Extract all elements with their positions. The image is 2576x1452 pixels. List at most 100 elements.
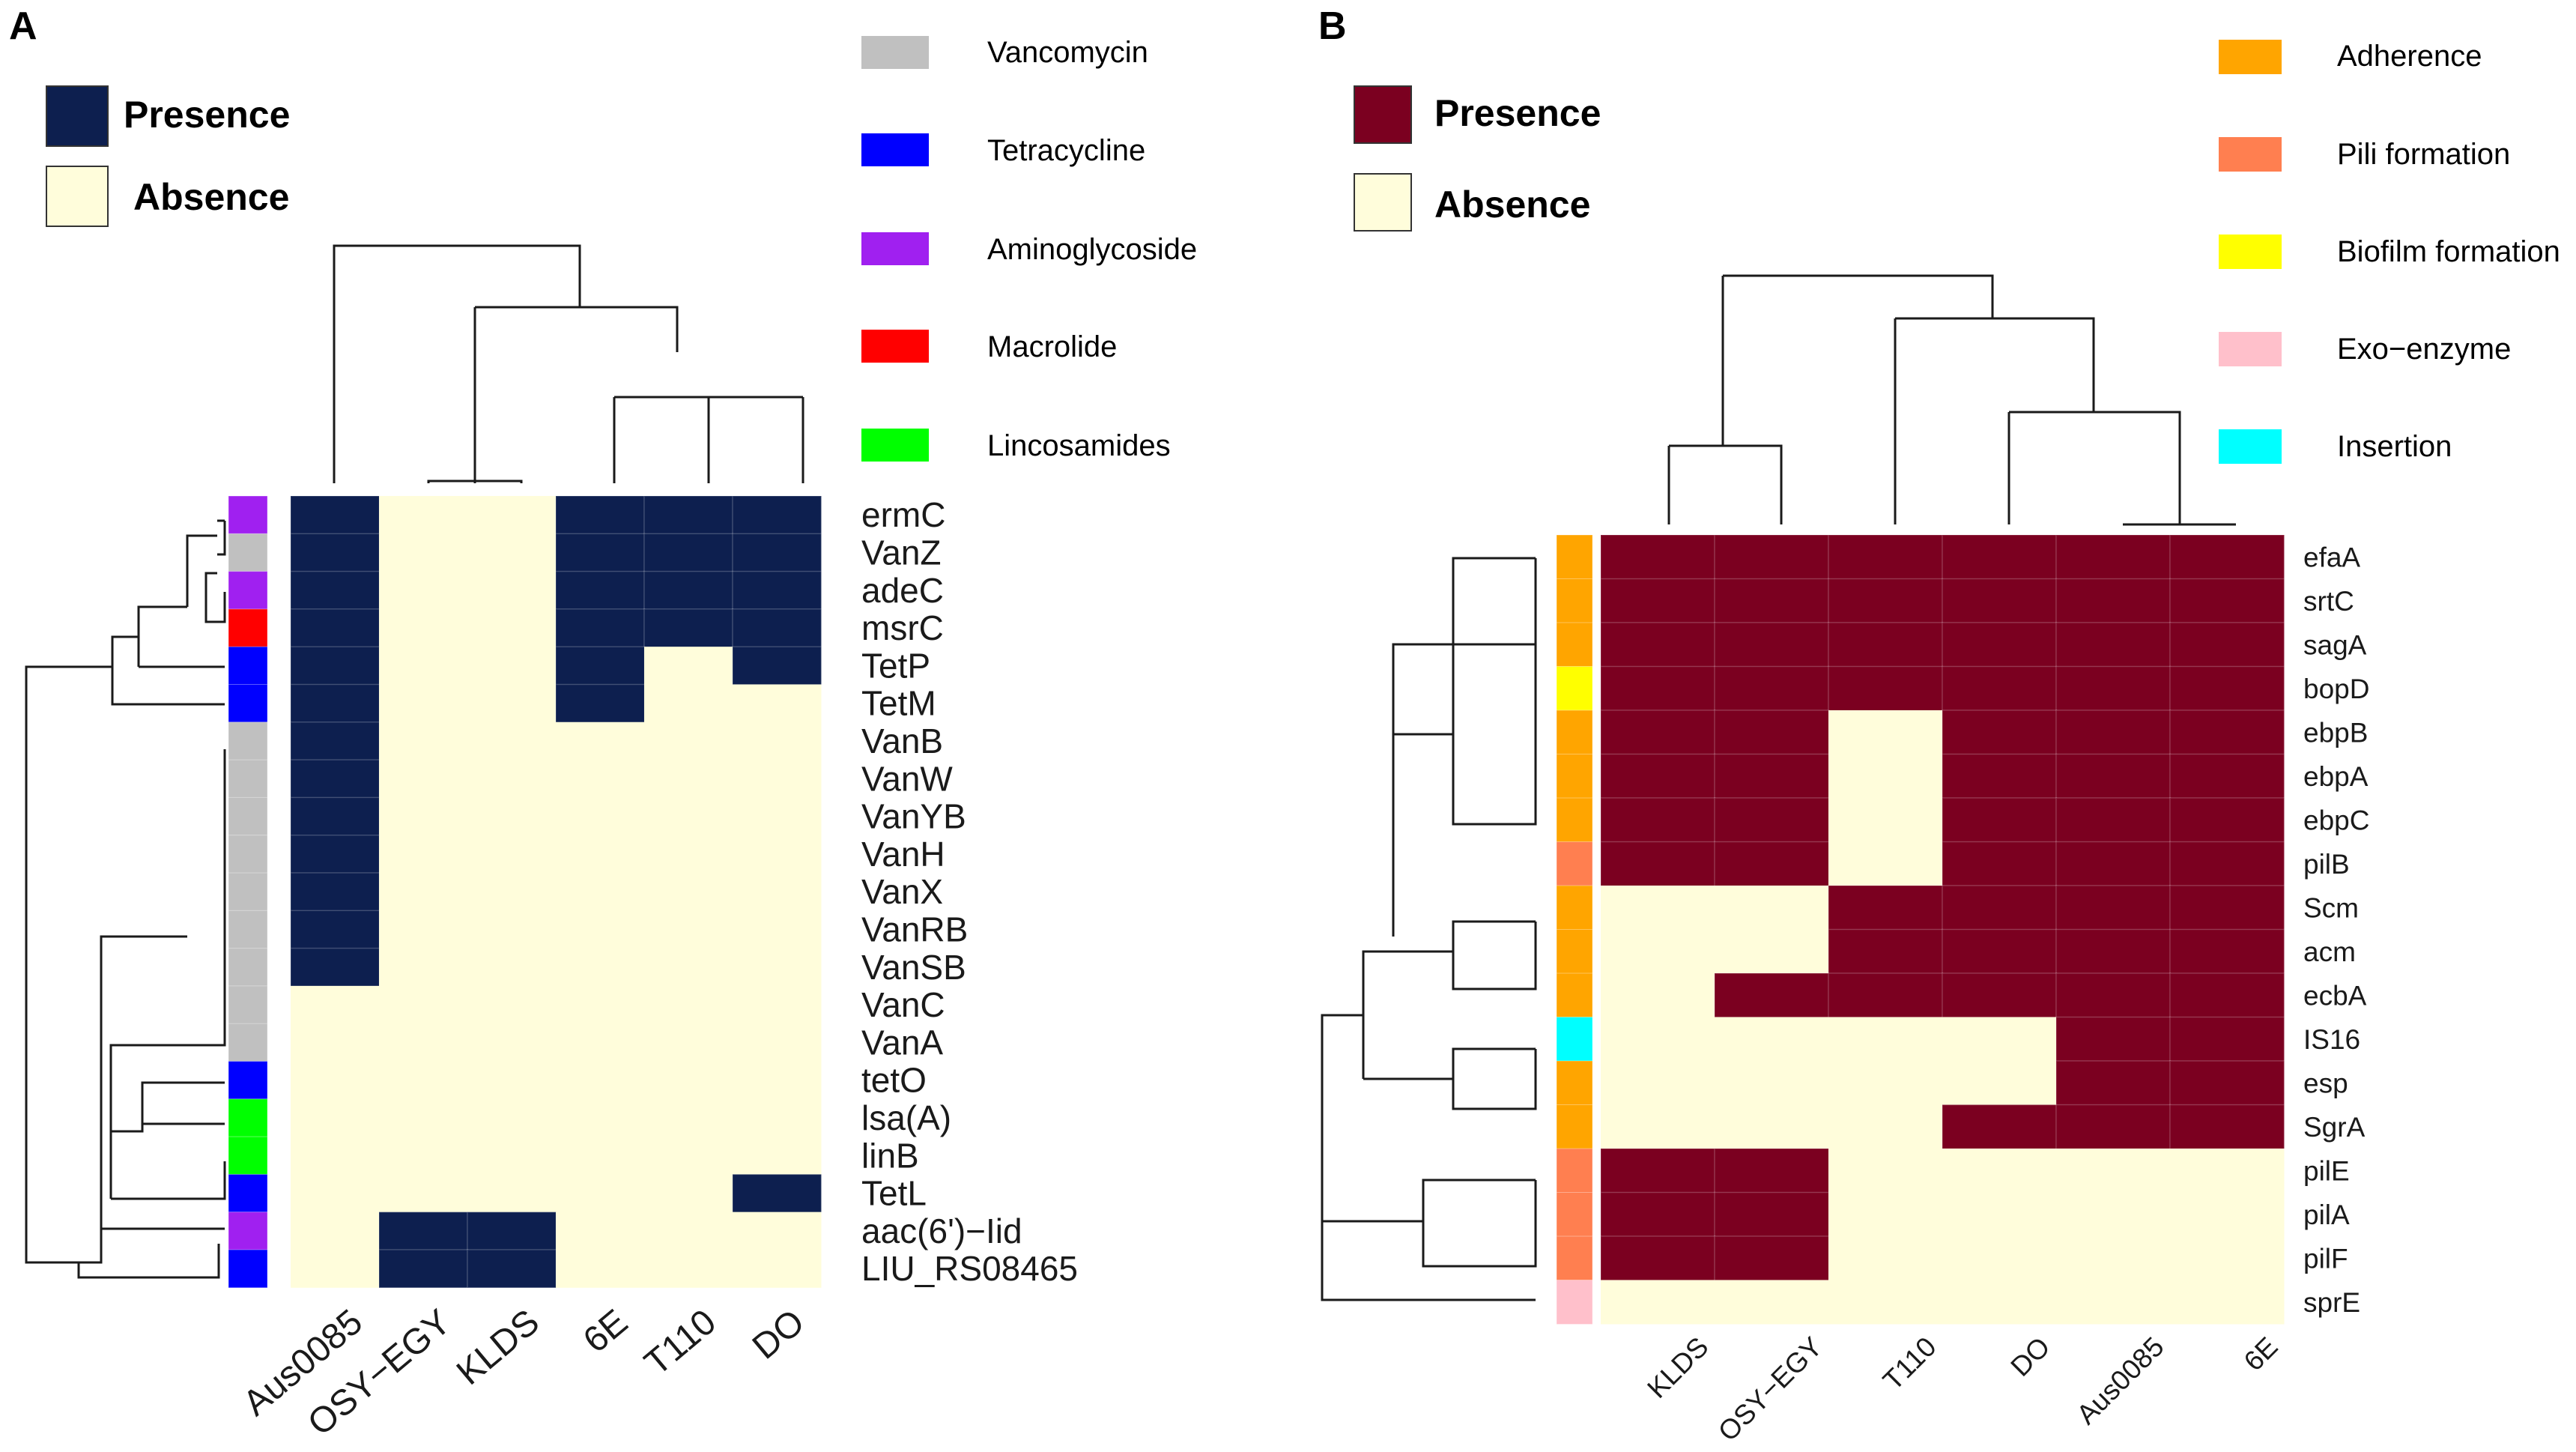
heatmap-cell	[379, 985, 468, 1024]
heatmap-cell	[467, 1023, 557, 1062]
heatmap-cell	[291, 1023, 380, 1062]
heatmap-cell	[2056, 1149, 2171, 1193]
heatmap-cell	[1714, 710, 1830, 755]
heatmap-cell	[733, 1250, 822, 1288]
heatmap-cell	[643, 570, 734, 611]
annotation-strip-cell	[1556, 578, 1593, 623]
row-label-vanz: VanZ	[861, 533, 942, 572]
legend-swatch-exo-enzyme	[2219, 332, 2282, 366]
heatmap-cell	[1600, 797, 1716, 843]
heatmap-cell	[1600, 753, 1716, 799]
heatmap-cell	[1828, 798, 1943, 842]
heatmap-cell	[1715, 1280, 1829, 1325]
row-label-vansb: VanSB	[861, 948, 966, 987]
heatmap-cell	[644, 1174, 733, 1213]
heatmap-cell	[467, 1211, 557, 1251]
panel-a-row-dendrogram	[25, 519, 226, 1279]
heatmap-cell	[2169, 753, 2285, 799]
heatmap-cell	[379, 533, 468, 572]
heatmap-cell	[379, 948, 468, 987]
row-label-vana: VanA	[861, 1023, 943, 1062]
heatmap-cell	[2169, 841, 2285, 887]
legend-swatch-adherence	[2219, 40, 2282, 74]
annotation-strip-cell	[1556, 929, 1593, 974]
legend-swatch-pili-formation	[2219, 137, 2282, 172]
heatmap-cell	[644, 985, 733, 1024]
heatmap-cell	[1828, 1192, 1943, 1237]
heatmap-cell	[555, 570, 646, 611]
heatmap-cell	[467, 722, 557, 760]
heatmap-cell	[379, 1098, 468, 1137]
heatmap-cell	[379, 571, 468, 610]
heatmap-cell	[1601, 1104, 1715, 1149]
heatmap-cell	[1601, 886, 1715, 930]
heatmap-cell	[733, 1211, 822, 1250]
heatmap-cell	[1828, 665, 1944, 712]
heatmap-cell	[2055, 1104, 2172, 1150]
heatmap-cell	[467, 571, 557, 610]
annotation-strip-cell	[228, 646, 268, 686]
heatmap-cell	[556, 797, 645, 836]
heatmap-cell	[644, 1023, 733, 1062]
heatmap-cell	[1600, 622, 1716, 668]
heatmap-cell	[1601, 929, 1715, 974]
annotation-strip-cell	[1556, 1104, 1593, 1149]
panel-a-presence-swatch	[46, 85, 109, 147]
heatmap-cell	[1600, 1235, 1716, 1281]
heatmap-cell	[1828, 841, 1943, 886]
heatmap-cell	[1600, 710, 1716, 755]
heatmap-cell	[643, 608, 734, 648]
heatmap-cell	[556, 1098, 645, 1137]
heatmap-cell	[1828, 972, 1944, 1018]
heatmap-cell	[467, 647, 557, 685]
annotation-strip-cell	[228, 796, 268, 836]
annotation-strip-cell	[228, 571, 268, 610]
heatmap-cell	[555, 683, 646, 724]
heatmap-cell	[379, 835, 468, 874]
heatmap-cell	[1942, 1017, 2057, 1062]
annotation-strip-cell	[228, 684, 268, 723]
heatmap-cell	[379, 1137, 468, 1175]
row-label-vanw: VanW	[861, 759, 953, 798]
row-label-acm: acm	[2303, 937, 2356, 967]
heatmap-cell	[644, 1250, 733, 1288]
heatmap-cell	[1714, 1148, 1830, 1194]
annotation-strip-cell	[228, 948, 268, 987]
heatmap-cell	[733, 1098, 822, 1137]
annotation-strip-cell	[228, 1173, 268, 1213]
row-label-linb: linB	[861, 1136, 919, 1175]
panel-b-heatmap: efaA srtC sagA bopD ebpB ebpA ebpC pilB Scm acm ec…	[1556, 534, 2369, 1447]
heatmap-cell	[733, 985, 822, 1024]
heatmap-cell	[2055, 578, 2172, 624]
heatmap-cell	[379, 647, 468, 685]
annotation-strip-cell	[228, 1098, 268, 1138]
panel-b-letter: B	[1318, 4, 1347, 48]
heatmap-cell	[556, 948, 645, 987]
row-label-vanb: VanB	[861, 722, 943, 760]
heatmap-cell	[556, 1061, 645, 1100]
heatmap-cell	[2169, 665, 2285, 712]
heatmap-cell	[1828, 710, 1943, 754]
heatmap-cell	[733, 722, 822, 760]
heatmap-cell	[2169, 1016, 2285, 1062]
heatmap-cell	[1942, 665, 2058, 712]
heatmap-cell	[1714, 841, 1830, 887]
annotation-strip-cell	[1556, 1280, 1593, 1325]
heatmap-cell	[644, 1061, 733, 1100]
heatmap-cell	[2056, 1236, 2171, 1280]
heatmap-cell	[379, 797, 468, 836]
heatmap-cell	[379, 873, 468, 911]
row-label-srtc: srtC	[2303, 586, 2354, 617]
heatmap-cell	[1828, 578, 1944, 624]
panel-a-absence-swatch	[46, 166, 109, 227]
annotation-strip-cell	[228, 872, 268, 912]
legend-label-biofilm-formation: Biofilm formation	[2337, 235, 2560, 268]
heatmap-cell	[290, 646, 381, 686]
heatmap-cell	[1828, 1017, 1943, 1062]
column-label-6e: 6E	[576, 1302, 635, 1361]
heatmap-cell	[290, 910, 381, 949]
heatmap-cell	[644, 760, 733, 798]
panel-a-letter: A	[9, 4, 37, 48]
heatmap-cell	[1942, 622, 2058, 668]
legend-label-pili-formation: Pili formation	[2337, 138, 2510, 171]
